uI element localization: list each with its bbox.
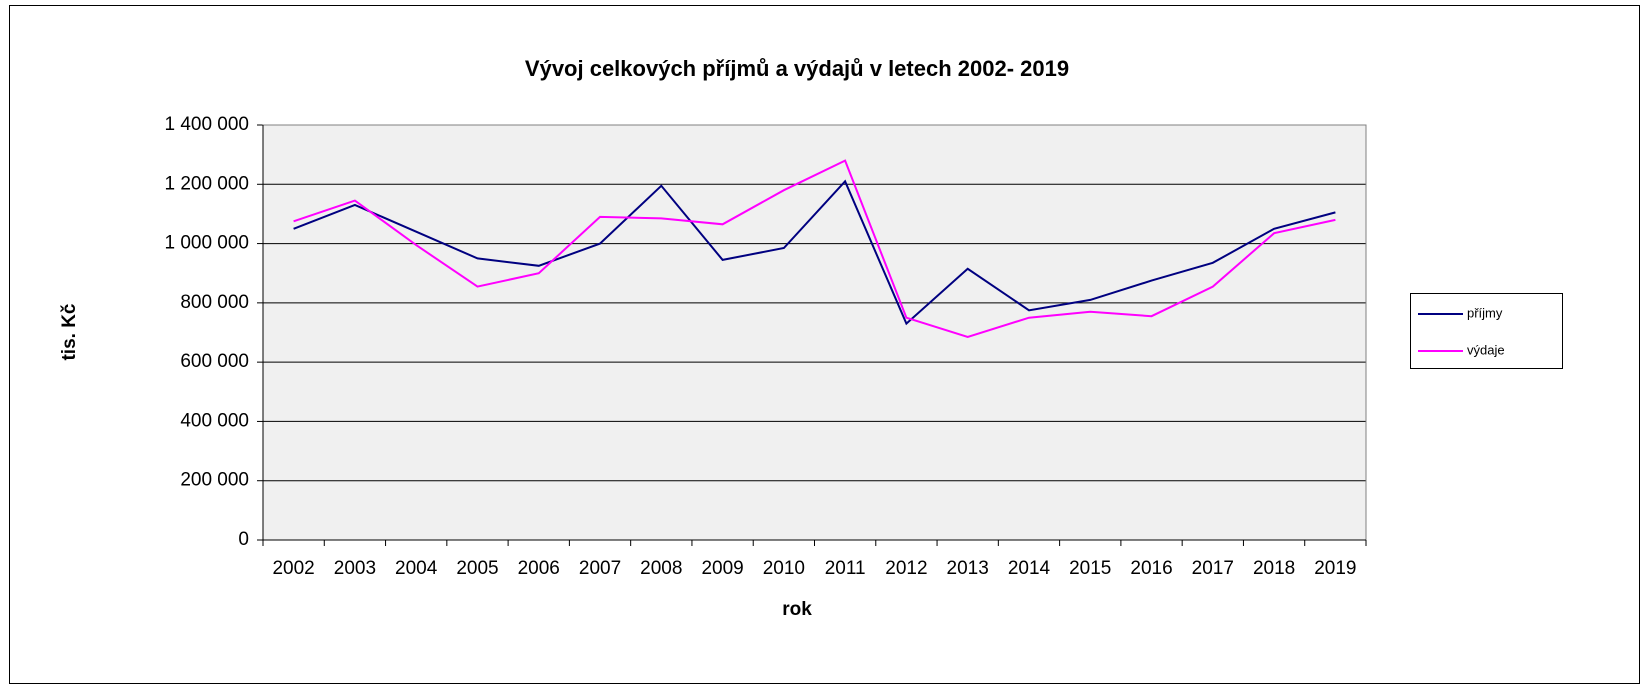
y-axis-label: tis. Kč xyxy=(59,303,80,360)
x-tick-label: 2004 xyxy=(395,558,438,579)
y-tick-label: 1 200 000 xyxy=(164,173,249,194)
x-tick-label: 2017 xyxy=(1192,558,1234,579)
x-tick-label: 2008 xyxy=(640,558,682,579)
plot-area xyxy=(263,125,1366,540)
x-tick-label: 2015 xyxy=(1069,558,1111,579)
x-tick-label: 2011 xyxy=(825,558,866,579)
x-tick-label: 2019 xyxy=(1314,558,1356,579)
legend-box xyxy=(1410,293,1563,369)
y-tick-label: 200 000 xyxy=(180,470,249,491)
y-tick-label: 400 000 xyxy=(180,410,249,431)
x-tick-label: 2016 xyxy=(1130,558,1172,579)
y-tick-label: 800 000 xyxy=(180,292,249,313)
x-tick-label: 2012 xyxy=(885,558,927,579)
chart-title: Vývoj celkových příjmů a výdajů v letech… xyxy=(525,56,1069,81)
x-axis-label: rok xyxy=(782,599,812,620)
x-tick-label: 2010 xyxy=(763,558,805,579)
series-line xyxy=(293,159,1336,338)
x-tick-label: 2009 xyxy=(701,558,743,579)
y-tick-label: 1 000 000 xyxy=(164,233,249,254)
series-line xyxy=(293,179,1336,326)
y-tick-label: 1 400 000 xyxy=(164,114,249,135)
legend-label: výdaje xyxy=(1467,342,1505,357)
y-tick-label: 600 000 xyxy=(180,351,249,372)
x-tick-label: 2014 xyxy=(1008,558,1051,579)
legend-label: příjmy xyxy=(1467,305,1503,320)
x-tick-label: 2003 xyxy=(334,558,376,579)
x-tick-label: 2006 xyxy=(518,558,560,579)
x-tick-label: 2013 xyxy=(947,558,989,579)
x-tick-label: 2005 xyxy=(456,558,498,579)
y-tick-label: 0 xyxy=(238,529,249,550)
x-tick-label: 2007 xyxy=(579,558,621,579)
x-tick-label: 2002 xyxy=(272,558,314,579)
x-tick-label: 2018 xyxy=(1253,558,1295,579)
